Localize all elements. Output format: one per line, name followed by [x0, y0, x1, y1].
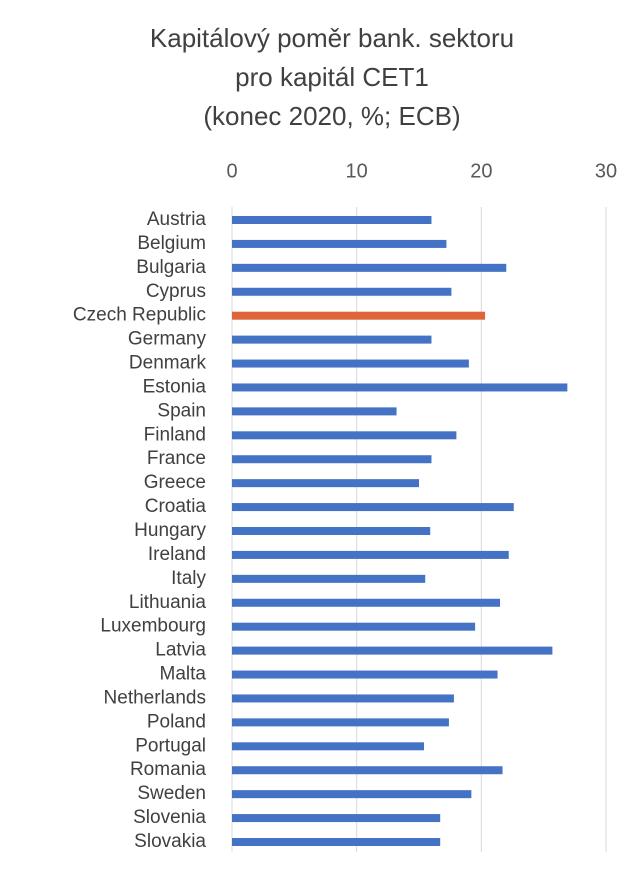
x-tick-label: 20: [470, 160, 492, 182]
bar: [232, 790, 472, 799]
bar: [232, 287, 452, 296]
bar: [232, 598, 501, 607]
chart-title: Kapitálový poměr bank. sektoru: [150, 23, 514, 53]
bar: [232, 383, 568, 392]
y-tick-label: Lithuania: [129, 592, 207, 613]
x-tick-label: 10: [346, 160, 368, 182]
y-tick-label: Spain: [157, 400, 206, 421]
bar: [232, 646, 553, 655]
bar: [232, 694, 454, 703]
bar: [232, 431, 457, 440]
bar: [232, 335, 432, 344]
y-tick-label: Bulgaria: [136, 257, 206, 278]
bar: [232, 239, 447, 248]
y-tick-label: Finland: [144, 424, 206, 445]
y-tick-label: Ireland: [148, 544, 206, 565]
y-tick-label: Czech Republic: [73, 305, 206, 326]
y-tick-label: Estonia: [143, 376, 207, 397]
chart-title: pro kapitál CET1: [235, 62, 429, 92]
bar: [232, 838, 441, 846]
bar: [232, 766, 503, 775]
bar: [232, 479, 419, 488]
y-tick-label: Germany: [128, 329, 207, 350]
y-tick-label: Poland: [147, 711, 206, 732]
bar: [232, 311, 486, 320]
bar: [232, 503, 514, 512]
bar: [232, 216, 432, 224]
y-tick-label: Denmark: [129, 353, 207, 374]
y-tick-label: Austria: [147, 209, 207, 230]
y-tick-label: Slovakia: [134, 831, 206, 852]
bar: [232, 455, 432, 464]
y-tick-label: Latvia: [155, 640, 206, 661]
y-tick-label: Italy: [171, 568, 206, 589]
bar: [232, 407, 397, 416]
x-tick-label: 0: [226, 160, 237, 182]
y-tick-label: Romania: [130, 759, 206, 780]
y-tick-label: Netherlands: [104, 687, 206, 708]
bar: [232, 263, 507, 272]
y-tick-label: France: [147, 448, 206, 469]
y-tick-label: Belgium: [137, 233, 206, 254]
bar: [232, 550, 509, 559]
y-tick-label: Sweden: [137, 783, 206, 804]
y-tick-label: Greece: [144, 472, 206, 493]
y-tick-label: Slovenia: [133, 807, 206, 828]
y-tick-label: Portugal: [135, 735, 206, 756]
bar: [232, 622, 476, 631]
y-tick-label: Hungary: [134, 520, 206, 541]
y-tick-label: Croatia: [145, 496, 207, 517]
bar: [232, 670, 498, 679]
x-tick-label: 30: [595, 160, 617, 182]
bar: [232, 742, 424, 751]
y-tick-label: Malta: [160, 664, 207, 685]
bar: [232, 574, 426, 583]
chart-title: (konec 2020, %; ECB): [203, 101, 460, 131]
bar: [232, 359, 469, 368]
bar: [232, 718, 449, 727]
y-tick-label: Luxembourg: [100, 616, 206, 637]
bar: [232, 527, 431, 535]
bar: [232, 814, 441, 823]
y-tick-label: Cyprus: [146, 281, 206, 302]
